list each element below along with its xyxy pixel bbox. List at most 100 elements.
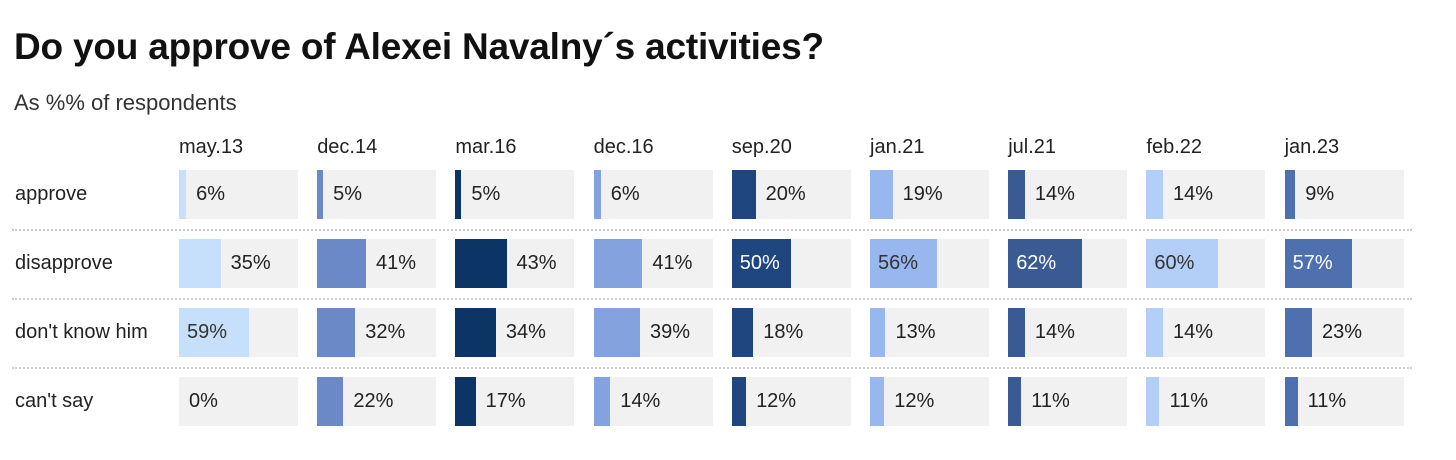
bar-track: 12% xyxy=(870,377,989,426)
bar-track: 14% xyxy=(1008,308,1128,357)
bar xyxy=(870,377,885,426)
bar xyxy=(317,170,324,219)
bar-track: 17% xyxy=(455,377,575,426)
bar-value-label: 6% xyxy=(610,183,640,205)
row-label: approve xyxy=(15,183,88,205)
bar-value-label: 50% xyxy=(739,252,780,274)
bar-value-label: 11% xyxy=(1031,390,1070,412)
bar-value-label: 14% xyxy=(1034,183,1075,205)
bar-value-label: 41% xyxy=(375,252,416,274)
bar-value-label: 14% xyxy=(1034,321,1075,343)
bar-track: 35% xyxy=(179,239,298,288)
bar-track: 5% xyxy=(455,170,575,219)
bar-track: 41% xyxy=(593,239,713,288)
column-label: sep.20 xyxy=(731,136,792,158)
bar-track: 6% xyxy=(179,170,298,219)
bar xyxy=(455,239,507,288)
bar xyxy=(731,239,792,288)
row-divider xyxy=(12,229,1412,231)
bar-track: 5% xyxy=(317,170,437,219)
bar-value-label: 43% xyxy=(516,252,557,274)
row-label: can't say xyxy=(15,390,94,412)
bar-value-label: 0% xyxy=(189,390,218,412)
bar-track: 59% xyxy=(179,308,298,357)
bar-track: 9% xyxy=(1284,170,1404,219)
bar-value-label: 19% xyxy=(902,183,943,205)
bar-value-label: 23% xyxy=(1321,321,1362,343)
bar-value-label: 57% xyxy=(1292,252,1333,274)
bar xyxy=(593,308,640,357)
bar xyxy=(317,308,356,357)
bar-track: 39% xyxy=(593,308,713,357)
bar-track: 57% xyxy=(1284,239,1404,288)
bar-track: 6% xyxy=(593,170,713,219)
bar xyxy=(455,377,476,426)
bar-value-label: 12% xyxy=(894,390,935,412)
bar xyxy=(870,239,937,288)
column-label: feb.22 xyxy=(1146,136,1202,158)
bar-track: 43% xyxy=(455,239,575,288)
bar-track: 13% xyxy=(870,308,989,357)
bar xyxy=(1008,239,1082,288)
bar xyxy=(1008,308,1025,357)
bar xyxy=(1146,377,1160,426)
bar xyxy=(870,308,886,357)
bar xyxy=(870,170,893,219)
bar-value-label: 35% xyxy=(230,252,271,274)
bar xyxy=(455,308,496,357)
bar-value-label: 13% xyxy=(895,321,936,343)
chart-title: Do you approve of Alexei Navalny´s activ… xyxy=(14,26,824,67)
bar-track: 11% xyxy=(1008,377,1128,426)
bar-value-label: 11% xyxy=(1307,390,1347,412)
column-label: mar.16 xyxy=(455,136,517,158)
bar-value-label: 32% xyxy=(365,321,406,343)
bar-track: 41% xyxy=(317,239,437,288)
column-label: dec.14 xyxy=(317,136,378,158)
bar xyxy=(179,170,187,219)
bar xyxy=(179,308,250,357)
bar-track: 0% xyxy=(179,377,298,426)
bar xyxy=(317,239,366,288)
column-label: jan.21 xyxy=(870,136,925,158)
bar-value-label: 59% xyxy=(187,321,228,343)
column-label: jul.21 xyxy=(1008,136,1056,158)
bar xyxy=(1146,308,1164,357)
bar-value-label: 56% xyxy=(878,252,919,274)
bar-value-label: 5% xyxy=(471,183,501,205)
bar-value-label: 20% xyxy=(765,183,806,205)
bar-value-label: 18% xyxy=(763,321,804,343)
bar-track: 18% xyxy=(731,308,851,357)
bar-value-label: 11% xyxy=(1169,390,1209,412)
bar xyxy=(731,170,756,219)
bar-track: 34% xyxy=(455,308,575,357)
bar-value-label: 5% xyxy=(333,183,363,205)
bar-value-label: 14% xyxy=(1173,321,1214,343)
bar-track: 32% xyxy=(317,308,437,357)
bar-track: 23% xyxy=(1284,308,1404,357)
bar xyxy=(179,239,221,288)
bar-track: 56% xyxy=(870,239,989,288)
bar-track: 11% xyxy=(1284,377,1404,426)
bar-track: 14% xyxy=(1146,308,1266,357)
bar-value-label: 34% xyxy=(505,321,546,343)
row-label: don't know him xyxy=(15,321,148,343)
bar-track: 14% xyxy=(593,377,713,426)
bar xyxy=(1146,170,1164,219)
bar xyxy=(1284,170,1296,219)
bar xyxy=(731,308,754,357)
bar-value-label: 62% xyxy=(1016,252,1057,274)
bar xyxy=(593,170,601,219)
bar-value-label: 22% xyxy=(353,390,394,412)
bar-track: 11% xyxy=(1146,377,1266,426)
row-divider xyxy=(12,298,1412,300)
bar xyxy=(1146,239,1218,288)
bar xyxy=(593,377,611,426)
bar xyxy=(593,239,643,288)
bar-value-label: 39% xyxy=(650,321,691,343)
bar xyxy=(1284,308,1312,357)
bar xyxy=(1008,377,1022,426)
column-label: dec.16 xyxy=(593,136,654,158)
bar-track: 14% xyxy=(1008,170,1128,219)
bar-track: 12% xyxy=(731,377,851,426)
